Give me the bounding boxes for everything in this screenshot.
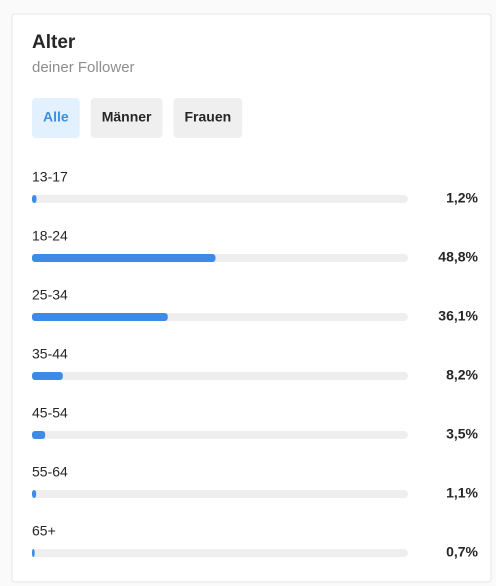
value-label: 3,5% <box>446 426 478 442</box>
value-label: 1,1% <box>446 485 478 501</box>
bar-track <box>32 372 408 380</box>
value-label: 48,8% <box>438 249 478 265</box>
value-label: 1,2% <box>446 190 478 206</box>
value-label: 0,7% <box>446 544 478 560</box>
category-label: 65+ <box>32 523 56 539</box>
card <box>11 13 492 583</box>
bar <box>32 431 46 439</box>
category-label: 55-64 <box>32 464 68 480</box>
subtitle: deiner Follower <box>32 59 135 76</box>
bar <box>32 313 168 321</box>
bar-track <box>32 431 408 439</box>
value-label: 36,1% <box>438 308 478 324</box>
bar-track <box>32 490 408 498</box>
category-label: 13-17 <box>32 169 68 185</box>
category-label: 45-54 <box>32 405 68 421</box>
category-label: 25-34 <box>32 287 68 303</box>
value-label: 8,2% <box>446 367 478 383</box>
tab-label[interactable]: Frauen <box>184 109 231 125</box>
title: Alter <box>32 32 76 53</box>
bar-track <box>32 195 408 203</box>
bar-track <box>32 549 408 557</box>
category-label: 35-44 <box>32 346 68 362</box>
tab-label[interactable]: Männer <box>102 109 152 125</box>
bar <box>32 372 63 380</box>
tab[interactable] <box>32 98 80 138</box>
bar <box>32 490 37 498</box>
bar <box>32 254 216 262</box>
bar <box>32 549 35 557</box>
category-label: 18-24 <box>32 228 68 244</box>
tab-label[interactable]: Alle <box>43 109 69 125</box>
tab[interactable] <box>173 98 243 138</box>
tab[interactable] <box>90 98 163 138</box>
bar <box>32 195 37 203</box>
